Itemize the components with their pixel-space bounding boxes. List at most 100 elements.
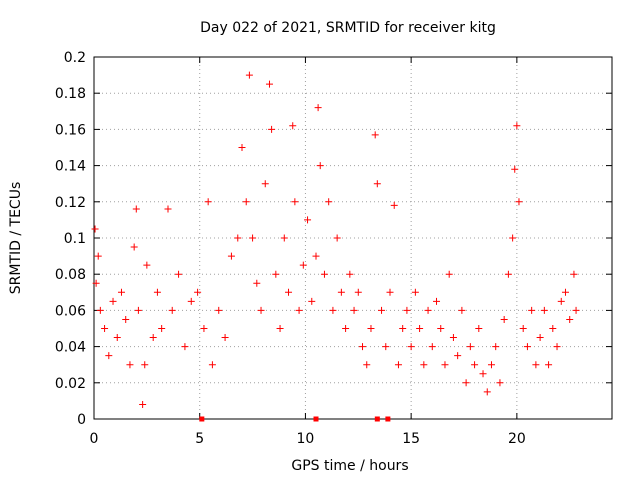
data-point	[299, 261, 307, 269]
data-point	[304, 216, 312, 224]
data-point	[291, 198, 299, 206]
y-tick-label: 0	[77, 412, 86, 428]
data-point	[289, 122, 297, 130]
data-point	[449, 334, 457, 342]
gap-marker	[374, 416, 380, 422]
data-point	[515, 198, 523, 206]
data-point	[105, 352, 113, 360]
data-point	[143, 261, 151, 269]
data-point	[549, 325, 557, 332]
data-point	[363, 361, 371, 369]
data-point	[187, 297, 195, 305]
y-tick-label: 0.08	[55, 267, 86, 283]
y-tick-label: 0.18	[55, 86, 86, 102]
data-point	[164, 205, 172, 213]
x-tick-label: 5	[195, 431, 204, 447]
data-point	[141, 361, 149, 369]
data-point	[221, 334, 229, 342]
data-point	[134, 306, 142, 314]
data-point	[475, 325, 483, 332]
data-point	[553, 343, 561, 351]
data-point	[371, 131, 379, 139]
data-point	[101, 325, 109, 332]
data-point	[382, 343, 390, 351]
data-point	[215, 306, 223, 314]
y-tick-label: 0.06	[55, 303, 86, 319]
data-point	[175, 270, 183, 278]
data-point	[523, 343, 531, 351]
data-point	[92, 279, 100, 287]
data-point	[253, 279, 261, 287]
data-point	[511, 165, 519, 173]
data-point	[528, 306, 536, 314]
data-point	[367, 325, 375, 332]
data-point	[91, 225, 99, 233]
data-point	[536, 334, 544, 342]
data-point	[325, 198, 333, 206]
x-tick-label: 0	[90, 431, 99, 447]
data-point	[504, 270, 512, 278]
data-point	[487, 361, 495, 369]
data-point	[545, 361, 553, 369]
data-point	[346, 270, 354, 278]
data-point	[390, 201, 398, 209]
data-point	[359, 343, 367, 351]
data-point	[208, 361, 216, 369]
data-point	[500, 315, 508, 323]
data-point	[532, 361, 540, 369]
data-point	[329, 306, 337, 314]
data-point	[570, 270, 578, 278]
data-point	[513, 122, 521, 130]
x-tick-label: 15	[402, 431, 420, 447]
data-point	[295, 306, 303, 314]
data-point	[399, 325, 407, 332]
data-point	[561, 288, 569, 296]
data-points	[91, 71, 580, 409]
data-point	[285, 288, 293, 296]
data-point	[483, 388, 491, 396]
data-point	[333, 234, 341, 242]
data-point	[566, 315, 574, 323]
data-point	[428, 343, 436, 351]
data-point	[109, 297, 117, 305]
y-tick-label: 0.1	[64, 231, 86, 247]
data-point	[117, 288, 125, 296]
data-point	[314, 104, 322, 112]
gap-marker	[313, 416, 319, 422]
data-point	[509, 234, 517, 242]
data-point	[479, 370, 487, 378]
gap-marker	[199, 416, 205, 422]
axis-ticks: 0 0.02 0.04 0.06 0.08 0.1 0.12 0.14 0.16 0.18 0.2 0…	[55, 50, 612, 447]
y-tick-label: 0.04	[55, 340, 86, 356]
y-tick-label: 0.14	[55, 159, 86, 175]
data-point	[276, 325, 284, 332]
data-point	[407, 343, 415, 351]
data-point	[94, 252, 102, 260]
data-point	[458, 306, 466, 314]
data-point	[403, 306, 411, 314]
data-point	[139, 401, 147, 409]
data-point	[454, 352, 462, 360]
data-point	[249, 234, 257, 242]
data-point	[194, 288, 202, 296]
y-tick-label: 0.2	[64, 50, 86, 66]
y-tick-label: 0.02	[55, 376, 86, 392]
data-point	[354, 288, 362, 296]
data-point	[420, 361, 428, 369]
data-point	[149, 334, 157, 342]
data-point	[386, 288, 394, 296]
y-axis-label: SRMTID / TECUs	[8, 182, 24, 295]
data-point	[350, 306, 358, 314]
data-point	[308, 297, 316, 305]
data-point	[462, 379, 470, 387]
data-point	[234, 234, 242, 242]
data-point	[257, 306, 265, 314]
x-axis-label: GPS time / hours	[291, 458, 408, 474]
data-point	[238, 144, 246, 151]
data-point	[411, 288, 419, 296]
x-tick-label: 20	[508, 431, 526, 447]
x-tick-label: 10	[297, 431, 315, 447]
data-point	[265, 80, 273, 88]
data-point	[394, 361, 402, 369]
data-point	[204, 198, 212, 206]
